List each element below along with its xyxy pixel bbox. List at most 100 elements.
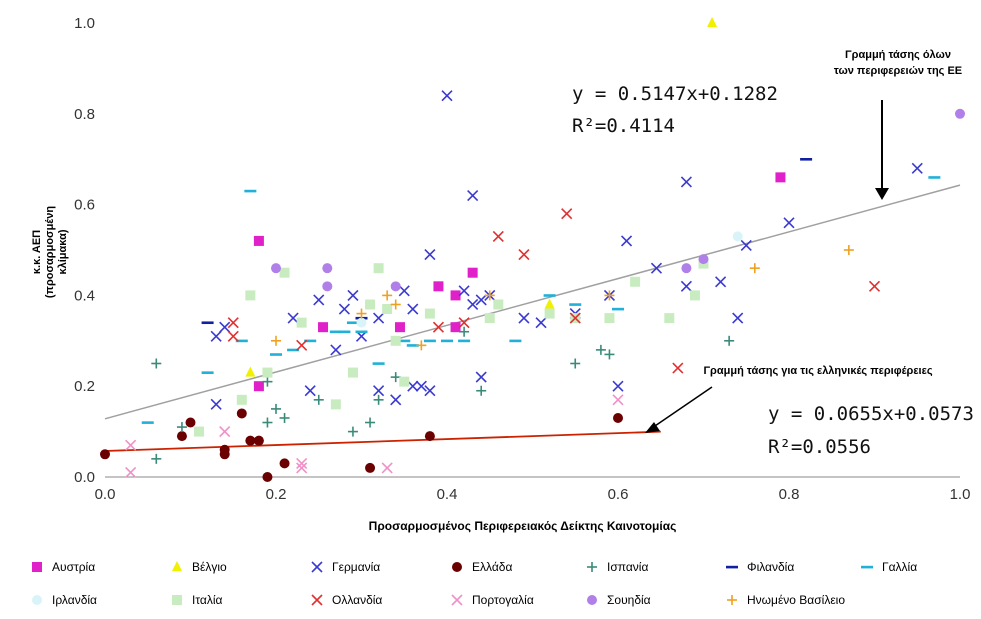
series-2 [210, 90, 923, 410]
data-point [296, 457, 308, 469]
data-point [338, 303, 350, 315]
x-stroke [311, 561, 323, 573]
x-stroke [535, 317, 547, 329]
data-point [484, 290, 495, 301]
y-axis-label: κ.κ. ΑΕΠ(προσαρμοσμένηκλίμακα) [31, 206, 69, 298]
legend-item: Ελλάδα [450, 560, 512, 574]
x-stroke [561, 208, 573, 220]
data-point [612, 307, 624, 311]
data-point [100, 449, 110, 460]
data-point [390, 299, 401, 310]
data-point [201, 371, 214, 374]
x-stroke [868, 280, 881, 292]
data-point [390, 335, 401, 346]
data-point [279, 412, 290, 423]
x-stroke [612, 394, 624, 406]
data-point [219, 426, 231, 438]
data-point [732, 312, 744, 324]
series-8 [194, 258, 709, 437]
data-point [707, 17, 718, 27]
annotations: y = 0.5147x+0.1282 R²=0.4114 Γραμμή τάσης … [572, 49, 974, 458]
data-point [424, 308, 435, 319]
series-10 [125, 394, 624, 479]
x-stroke [740, 239, 752, 252]
data-point [262, 367, 273, 378]
legend-label: Σουηδία [607, 593, 651, 607]
data-point [245, 435, 256, 446]
y-tick-label: 0.8 [74, 106, 95, 123]
legend-marker [32, 562, 42, 572]
legend-item: Γαλλία [860, 560, 917, 574]
legend-label: Ηνωμένο Βασίλειο [747, 593, 846, 607]
greece-trend-equation: y = 0.0655x+0.0573 [768, 403, 974, 425]
x-stroke [475, 294, 487, 306]
data-point [843, 245, 854, 255]
data-point [296, 462, 308, 474]
x-stroke [338, 303, 350, 315]
data-point [724, 335, 735, 346]
data-point [356, 317, 367, 328]
legend-item: Αυστρία [30, 560, 95, 574]
data-point [749, 263, 760, 274]
x-stroke [311, 594, 323, 606]
legend-label: Γαλλία [882, 560, 918, 574]
data-point [681, 263, 692, 274]
data-point [287, 312, 299, 324]
data-point [612, 380, 624, 392]
x-stroke [296, 339, 308, 351]
data-point [407, 380, 419, 392]
legend-label: Ελλάδα [472, 560, 513, 574]
data-point [347, 426, 358, 437]
eu-arrow-head [875, 188, 889, 200]
series-12 [271, 245, 854, 351]
data-point [928, 176, 941, 179]
data-point [467, 189, 479, 202]
data-point [698, 254, 709, 265]
data-point [569, 303, 582, 306]
data-point [680, 176, 692, 188]
data-point [125, 466, 137, 479]
data-point [518, 312, 530, 324]
legend-marker [172, 595, 182, 605]
data-point [313, 294, 325, 306]
legend-marker-shape [311, 561, 323, 573]
legend-marker [311, 594, 323, 606]
legend-marker [726, 565, 738, 569]
data-point [373, 394, 384, 405]
x-stroke [219, 426, 231, 438]
x-stroke [672, 362, 684, 374]
data-point [604, 313, 615, 324]
data-point [458, 339, 471, 343]
data-point [664, 313, 675, 324]
x-stroke [680, 280, 692, 292]
data-point [141, 421, 154, 424]
data-point [415, 380, 427, 392]
data-point [151, 358, 162, 369]
eu-trend-equation: y = 0.5147x+0.1282 [572, 83, 778, 105]
data-point [620, 235, 633, 247]
legend-item: Ηνωμένο Βασίλειο [725, 593, 845, 607]
legend-marker-shape [172, 595, 182, 605]
x-stroke [390, 394, 402, 406]
legend-marker [861, 565, 873, 569]
series-1 [245, 17, 718, 377]
x-stroke [451, 594, 463, 606]
data-point [467, 267, 478, 278]
data-point [330, 399, 341, 410]
data-point [604, 349, 615, 360]
data-point [244, 189, 257, 193]
legend-label: Γερμανία [332, 560, 381, 574]
data-point [210, 398, 222, 410]
data-point [604, 290, 615, 301]
legend-item: Ιταλία [170, 593, 222, 607]
y-tick-label: 0.4 [74, 287, 95, 304]
data-point [271, 403, 281, 414]
data-point [416, 340, 427, 351]
data-point [373, 385, 385, 397]
data-point [680, 280, 692, 292]
legend-marker-shape [32, 562, 42, 572]
data-point [219, 321, 231, 333]
greece-arrow-line [651, 386, 713, 429]
x-stroke [407, 380, 419, 392]
